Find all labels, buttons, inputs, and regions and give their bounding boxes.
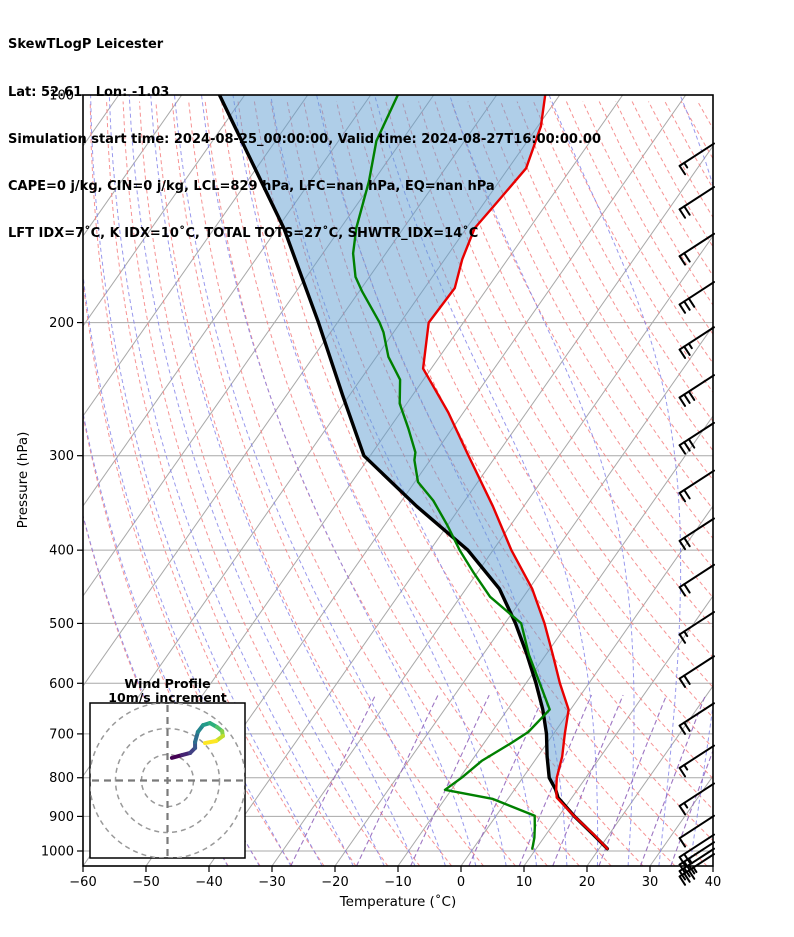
y-tick-label: 400: [49, 544, 74, 559]
wind-barb: [678, 281, 715, 314]
x-tick-label: 40: [705, 875, 722, 890]
wind-barb: [678, 517, 715, 551]
plot-indices-2: LFT IDX=7˚C, K IDX=10˚C, TOTAL TOTS=27˚C…: [8, 225, 479, 241]
y-tick-label: 700: [49, 727, 74, 742]
cin-shading-area: [219, 95, 569, 790]
y-tick-label: 200: [49, 316, 74, 331]
y-tick-label: 1000: [41, 845, 74, 860]
wind-barb: [678, 655, 715, 688]
x-tick-label: 10: [516, 875, 533, 890]
wind-barb: [678, 186, 715, 219]
y-tick-label: 900: [49, 810, 74, 825]
x-tick-label: −10: [384, 875, 411, 890]
cin-fill: [219, 95, 569, 790]
wind-barb: [678, 232, 715, 266]
x-tick-label: −50: [132, 875, 159, 890]
x-tick-label: 0: [457, 875, 465, 890]
wind-barb: [678, 611, 715, 644]
hodograph-title: Wind Profile: [124, 676, 210, 691]
y-axis-label: Pressure (hPa): [15, 432, 31, 529]
x-tick-label: −40: [195, 875, 222, 890]
x-tick-label: −20: [321, 875, 348, 890]
x-tick-label: −30: [258, 875, 285, 890]
hodograph-trace-segment: [202, 738, 219, 746]
wind-barb: [678, 702, 715, 735]
wind-barb: [678, 833, 715, 867]
wind-barb: [678, 782, 715, 816]
wind-barb: [678, 469, 715, 503]
wind-barb: [678, 563, 715, 597]
y-tick-label: 600: [49, 677, 74, 692]
plot-title: SkewTLogP Leicester: [8, 37, 164, 53]
temperature-curve: [421, 95, 609, 850]
x-tick-label: 20: [579, 875, 596, 890]
wind-barb: [678, 744, 715, 778]
dewpoint-curve: [351, 95, 551, 850]
wind-barbs: [678, 142, 715, 886]
y-tick-label: 500: [49, 617, 74, 632]
plot-latlon: Lat: 52.61 Lon: -1.03: [8, 84, 170, 100]
x-axis-label: Temperature (˚C): [339, 893, 457, 910]
sounding-curves: [217, 95, 609, 851]
y-tick-label: 300: [49, 449, 74, 464]
wind-barb: [678, 326, 715, 359]
hodograph-subtitle: 10m/s increment: [108, 690, 226, 705]
wind-barb: [678, 814, 715, 848]
wind-barb: [678, 421, 715, 455]
plot-header: SkewTLogP Leicester Lat: 52.61 Lon: -1.0…: [8, 6, 601, 273]
wind-barb: [678, 142, 715, 176]
y-tick-label: 800: [49, 771, 74, 786]
hodograph-ring: [114, 727, 221, 834]
hodograph-inset: [89, 702, 246, 859]
plot-indices-1: CAPE=0 j/kg, CIN=0 j/kg, LCL=829 hPa, LF…: [8, 178, 495, 194]
x-tick-label: 30: [642, 875, 659, 890]
plot-times: Simulation start time: 2024-08-25_00:00:…: [8, 131, 601, 147]
y-tick-label: 100: [49, 89, 74, 104]
x-tick-label: −60: [69, 875, 96, 890]
wind-barb: [678, 374, 715, 407]
